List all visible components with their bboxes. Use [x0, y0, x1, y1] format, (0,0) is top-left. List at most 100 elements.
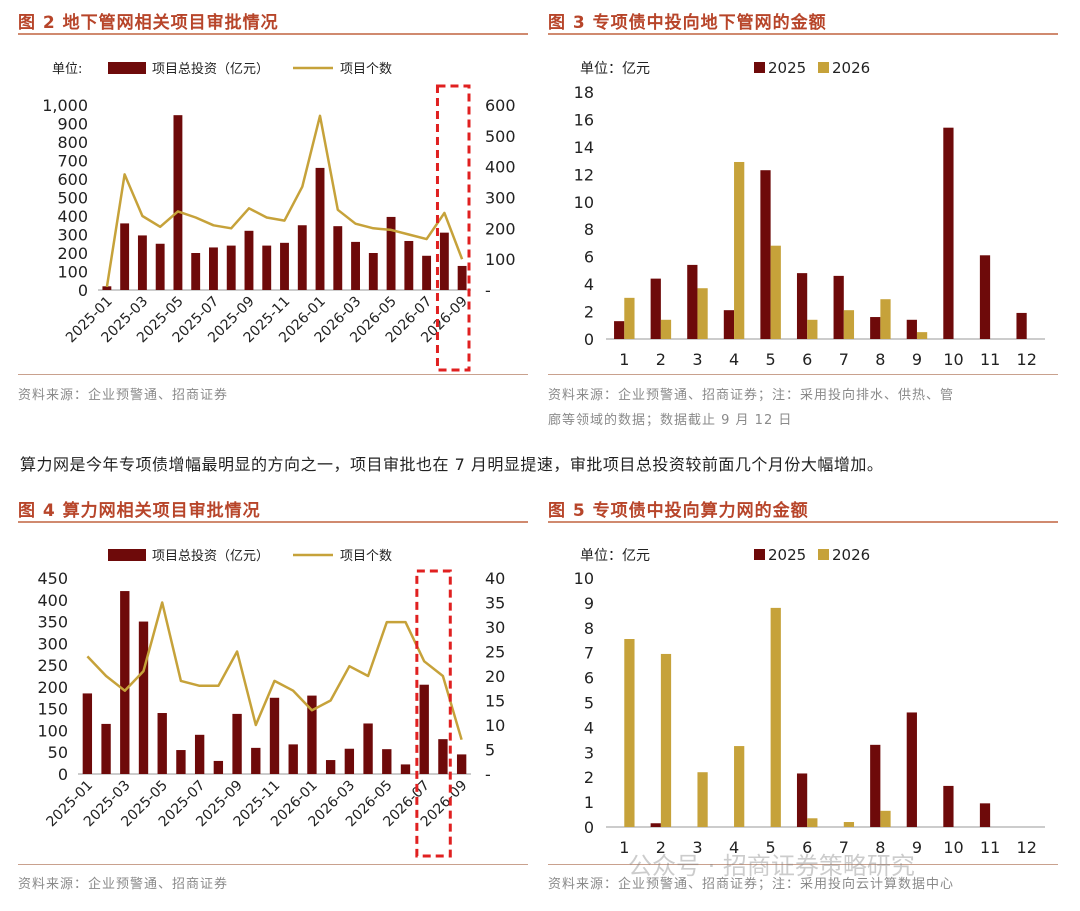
legend-2025-label: 2025 — [768, 59, 806, 77]
bar-2025-mark — [650, 278, 661, 339]
body-paragraph: 算力网是今年专项债增幅最明显的方向之一，项目审批也在 7 月明显提速，审批项目总… — [20, 455, 884, 474]
x-tick-label: 4 — [729, 350, 739, 369]
y-left-tick-label: 100 — [37, 721, 68, 740]
bar-mark — [191, 253, 201, 290]
watermark: 公众号 · 招商证券策略研究 — [628, 852, 915, 880]
y-left-tick-label: 0 — [78, 281, 88, 300]
bar-2026-mark — [770, 607, 781, 827]
y-right-tick-label: 400 — [485, 158, 516, 177]
bar-2025-mark — [979, 803, 991, 827]
y-right-tick-label: 10 — [485, 716, 505, 735]
y-left-tick-label: 700 — [57, 152, 88, 171]
y-left-tick-label: 150 — [37, 700, 68, 719]
bar-mark — [176, 750, 186, 774]
y-left-tick-label: 450 — [37, 569, 68, 588]
fig5-title: 图 5 专项债中投向算力网的金额 — [548, 501, 809, 521]
bar-mark — [363, 723, 373, 774]
bar-mark — [419, 684, 429, 774]
y-right-tick-label: 500 — [485, 127, 516, 146]
fig2-source: 资料来源：企业预警通、招商证券 — [18, 388, 229, 403]
x-tick-label: 12 — [1017, 838, 1037, 857]
bar-mark — [244, 230, 254, 290]
x-tick-label: 5 — [766, 838, 776, 857]
y-left-tick-label: 300 — [57, 226, 88, 245]
x-tick-label: 7 — [839, 838, 849, 857]
bar-2025-mark — [650, 823, 661, 827]
y-right-tick-label: 200 — [485, 219, 516, 238]
y-right-tick-label: 40 — [485, 569, 505, 588]
x-tick-label: 6 — [802, 838, 812, 857]
bar-2026-mark — [624, 639, 635, 827]
y-tick-label: 4 — [584, 275, 594, 294]
y-tick-label: 8 — [584, 619, 594, 638]
y-tick-label: 4 — [584, 718, 594, 737]
y-right-tick-label: 20 — [485, 667, 505, 686]
bar-mark — [325, 760, 336, 774]
y-tick-label: 8 — [584, 220, 594, 239]
y-tick-label: 16 — [574, 110, 594, 129]
y-left-tick-label: 0 — [58, 765, 68, 784]
bar-mark — [456, 754, 467, 774]
bar-mark — [457, 265, 467, 290]
y-tick-label: 7 — [584, 644, 594, 663]
fig3-title-rule — [548, 33, 1058, 35]
y-tick-label: 18 — [574, 83, 594, 102]
bar-2026-mark — [697, 288, 708, 339]
y-left-tick-label: 400 — [37, 591, 68, 610]
legend-bar-swatch — [108, 549, 146, 561]
bar-mark — [232, 713, 242, 774]
y-tick-label: 14 — [574, 138, 594, 157]
bar-mark — [280, 242, 289, 290]
legend-2025-swatch — [754, 62, 765, 73]
legend-2026-swatch — [818, 62, 829, 73]
legend-2025-swatch — [754, 549, 765, 560]
fig-unit-label: 单位：亿元 — [580, 61, 650, 77]
fig5-panel: 图 5 专项债中投向算力网的金额 资料来源：企业预警通、招商证券；注：采用投向云… — [548, 492, 1058, 902]
bar-2025-mark — [833, 275, 844, 339]
x-tick-label: 2 — [656, 838, 666, 857]
bar-2026-mark — [807, 319, 818, 339]
y-tick-label: 6 — [584, 669, 594, 688]
y-right-tick-label: 30 — [485, 618, 505, 637]
y-left-tick-label: 500 — [57, 189, 88, 208]
legend-bar-label: 项目总投资（亿元） — [152, 61, 269, 77]
bar-2025-mark — [943, 785, 954, 827]
bar-2026-mark — [843, 822, 855, 827]
bar-mark — [344, 748, 355, 774]
fig-unit-label: 单位: — [52, 62, 82, 77]
fig3-title: 图 3 专项债中投向地下管网的金额 — [548, 13, 827, 33]
x-tick-label: 3 — [692, 350, 702, 369]
legend-line-label: 项目个数 — [340, 62, 392, 77]
x-tick-label: 7 — [839, 350, 849, 369]
bar-2025-mark — [687, 264, 698, 339]
y-tick-label: 3 — [584, 743, 594, 762]
fig2-title-rule — [18, 33, 528, 35]
fig5-title-rule — [548, 521, 1058, 523]
bar-mark — [368, 253, 378, 290]
y-left-tick-label: 50 — [48, 743, 68, 762]
bar-2026-mark — [660, 319, 672, 339]
bar-2025-mark — [760, 170, 771, 339]
y-right-tick-label: 100 — [485, 250, 516, 269]
bar-mark — [439, 232, 449, 290]
bar-2026-mark — [734, 161, 745, 339]
bar-mark — [226, 245, 236, 290]
fig2-chart: 单位: 项目总投资（亿元） 项目个数010020030040050060070080… — [42, 61, 516, 372]
y-left-tick-label: 400 — [57, 207, 88, 226]
bar-mark — [400, 764, 411, 774]
bar-mark — [307, 695, 317, 774]
bar-mark — [138, 621, 149, 774]
bar-mark — [194, 734, 205, 774]
y-tick-label: 0 — [584, 330, 594, 349]
bar-2025-mark — [614, 321, 625, 339]
bar-mark — [137, 235, 147, 290]
bar-2026-mark — [843, 310, 855, 339]
x-tick-label: 6 — [802, 350, 812, 369]
fig2-panel: 图 2 地下管网相关项目审批情况 资料来源：企业预警通、招商证券 — [18, 4, 528, 409]
bar-2025-mark — [979, 255, 991, 339]
bar-2025-mark — [906, 319, 917, 339]
bar-2026-mark — [624, 297, 635, 339]
fig5-source: 资料来源：企业预警通、招商证券；注：采用投向云计算数据中心 — [548, 877, 955, 892]
